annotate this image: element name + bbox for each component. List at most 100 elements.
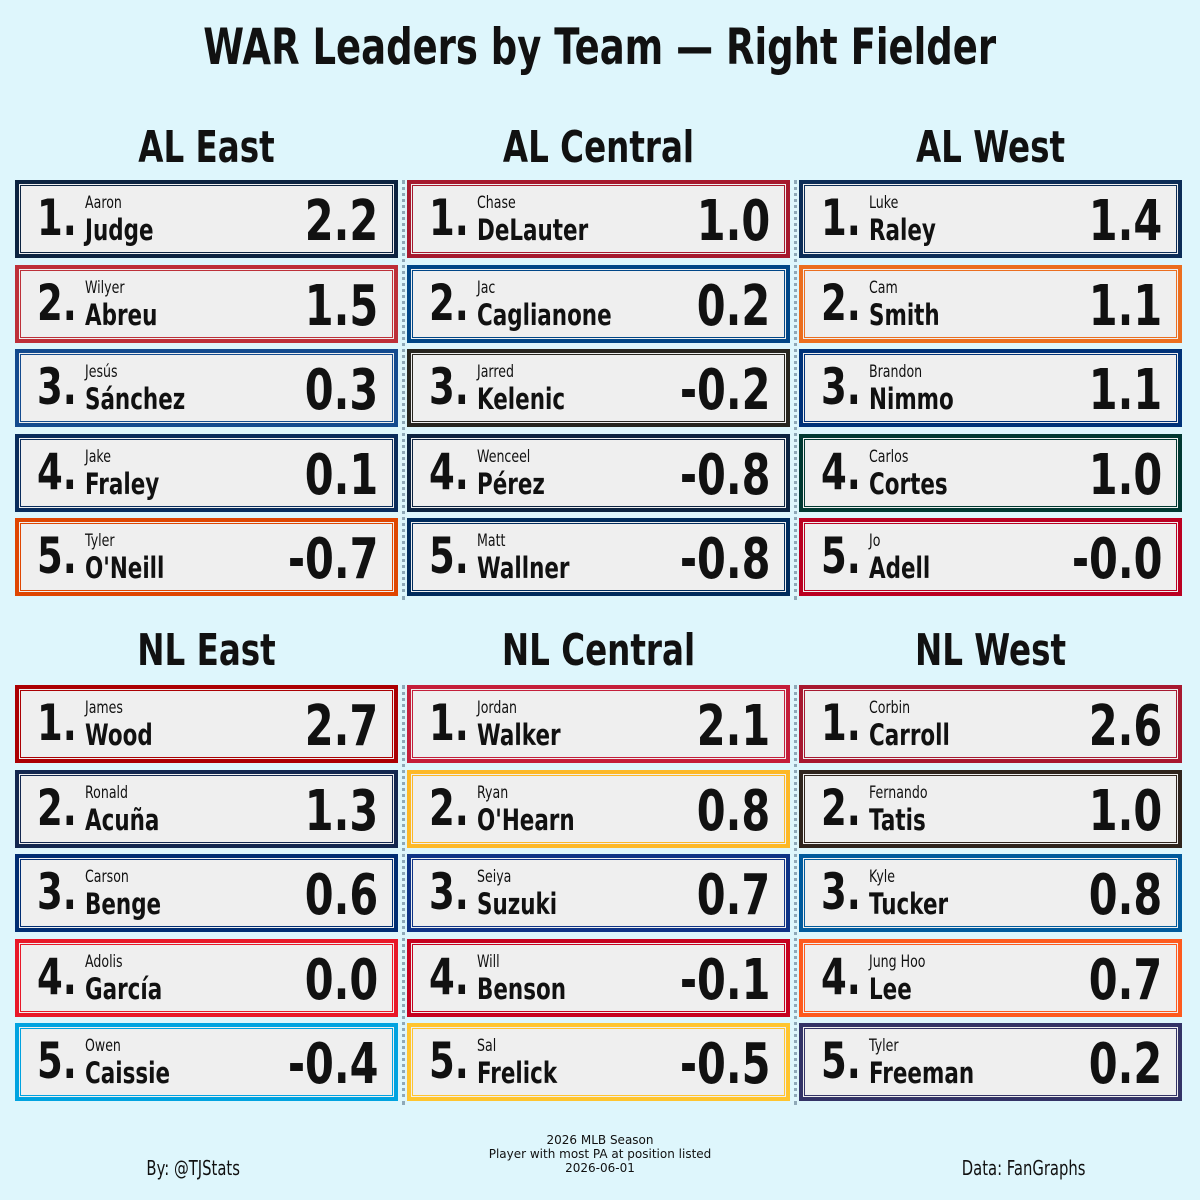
war-value: 2.1 — [696, 694, 770, 759]
first-name: Luke — [869, 193, 899, 213]
player-card: 5. Tyler O'Neill -0.7 — [18, 521, 395, 593]
player-card: 3. Brandon Nimmo 1.1 — [802, 352, 1179, 424]
war-value: -0.7 — [287, 527, 378, 592]
footnote: Player with most PA at position listed — [488, 1147, 712, 1161]
last-name: García — [85, 971, 163, 1006]
player-card: 5. Jo Adell -0.0 — [802, 521, 1179, 593]
player-card: 2. Fernando Tatis 1.0 — [802, 772, 1179, 845]
first-name: Jesús — [85, 362, 118, 382]
rank: 5. — [821, 1032, 861, 1090]
division-name: NL Central — [501, 625, 696, 676]
player-card: 1. Corbin Carroll 2.6 — [802, 688, 1179, 760]
last-name: Tucker — [869, 887, 949, 921]
last-name: Abreu — [85, 297, 158, 332]
first-name: Ronald — [85, 782, 129, 803]
rank: 5. — [821, 527, 861, 585]
title: WAR Leaders by Team — Right Fielder — [0, 18, 1200, 76]
first-name: Owen — [85, 1036, 121, 1056]
footnote: 2026 MLB Season — [546, 1133, 654, 1147]
rank: 2. — [37, 778, 77, 837]
division-name: NL East — [137, 625, 276, 676]
last-name: Kelenic — [477, 382, 566, 416]
first-name: Jac — [477, 277, 496, 298]
player-card: 1. Jordan Walker 2.1 — [410, 688, 787, 760]
last-name: Freeman — [869, 1056, 975, 1090]
rank: 4. — [37, 947, 77, 1006]
rank: 1. — [429, 694, 469, 752]
rank: 2. — [429, 273, 469, 332]
first-name: Cam — [869, 277, 898, 298]
player-card: 5. Owen Caissie -0.4 — [18, 1026, 395, 1098]
first-name: James — [85, 698, 123, 718]
first-name: Fernando — [869, 782, 928, 803]
war-value: 0.6 — [304, 863, 378, 928]
last-name: O'Neill — [85, 551, 165, 585]
war-value: 1.0 — [696, 189, 770, 254]
player-card: 5. Tyler Freeman 0.2 — [802, 1026, 1179, 1098]
first-name: Corbin — [869, 698, 911, 718]
last-name: Pérez — [477, 466, 545, 501]
first-name: Wenceel — [477, 446, 531, 467]
last-name: Benson — [477, 971, 566, 1006]
last-name: Carroll — [869, 718, 950, 752]
first-name: Adolis — [85, 951, 123, 972]
war-value: 1.4 — [1088, 189, 1162, 254]
last-name: Nimmo — [869, 382, 954, 416]
first-name: Brandon — [869, 362, 923, 382]
rank: 1. — [821, 694, 861, 752]
first-name: Jake — [85, 446, 112, 467]
player-card: 3. Jarred Kelenic -0.2 — [410, 352, 787, 424]
rank: 3. — [37, 863, 77, 921]
rank: 1. — [821, 189, 861, 247]
war-value: 0.2 — [1088, 1032, 1162, 1097]
last-name: Frelick — [477, 1056, 558, 1090]
player-card: 2. Ryan O'Hearn 0.8 — [410, 772, 787, 845]
war-value: 0.7 — [1088, 947, 1162, 1013]
first-name: Will — [477, 951, 500, 972]
rank: 1. — [37, 694, 77, 752]
player-card: 3. Seiya Suzuki 0.7 — [410, 857, 787, 929]
war-value: 1.5 — [304, 273, 378, 339]
war-value: 0.1 — [304, 442, 378, 508]
last-name: Adell — [869, 551, 931, 585]
player-card: 4. Jung Hoo Lee 0.7 — [802, 941, 1179, 1014]
player-card: 2. Ronald Acuña 1.3 — [18, 772, 395, 845]
war-value: 1.0 — [1088, 442, 1162, 508]
rank: 3. — [821, 863, 861, 921]
last-name: Wallner — [477, 551, 570, 585]
rank: 3. — [37, 358, 77, 416]
war-value: 0.3 — [304, 358, 378, 423]
last-name: Tatis — [869, 802, 926, 837]
first-name: Seiya — [477, 867, 512, 887]
separator — [402, 685, 405, 1105]
war-value: 1.1 — [1088, 358, 1162, 423]
war-value: 1.1 — [1088, 273, 1162, 339]
player-card: 2. Wilyer Abreu 1.5 — [18, 267, 395, 340]
player-card: 4. Will Benson -0.1 — [410, 941, 787, 1014]
last-name: Fraley — [85, 466, 160, 501]
last-name: Lee — [869, 971, 912, 1006]
rank: 1. — [429, 189, 469, 247]
war-value: 2.7 — [304, 694, 378, 759]
last-name: Walker — [477, 718, 561, 752]
footnote: 2026-06-01 — [565, 1161, 635, 1175]
first-name: Wilyer — [85, 277, 125, 298]
rank: 5. — [37, 1032, 77, 1090]
player-card: 4. Adolis García 0.0 — [18, 941, 395, 1014]
war-value: 2.2 — [304, 189, 378, 254]
war-value: 0.2 — [696, 273, 770, 339]
war-value: -0.4 — [287, 1032, 378, 1097]
first-name: Carlos — [869, 446, 909, 467]
war-value: -0.8 — [679, 442, 770, 508]
first-name: Matt — [477, 531, 506, 551]
player-card: 3. Jesús Sánchez 0.3 — [18, 352, 395, 424]
first-name: Ryan — [477, 782, 509, 803]
last-name: O'Hearn — [477, 802, 575, 837]
rank: 4. — [429, 947, 469, 1006]
last-name: Wood — [85, 718, 153, 752]
rank: 3. — [429, 358, 469, 416]
first-name: Sal — [477, 1036, 497, 1056]
division-name: AL Central — [502, 122, 695, 173]
rank: 2. — [37, 273, 77, 332]
player-card: 4. Wenceel Pérez -0.8 — [410, 436, 787, 509]
